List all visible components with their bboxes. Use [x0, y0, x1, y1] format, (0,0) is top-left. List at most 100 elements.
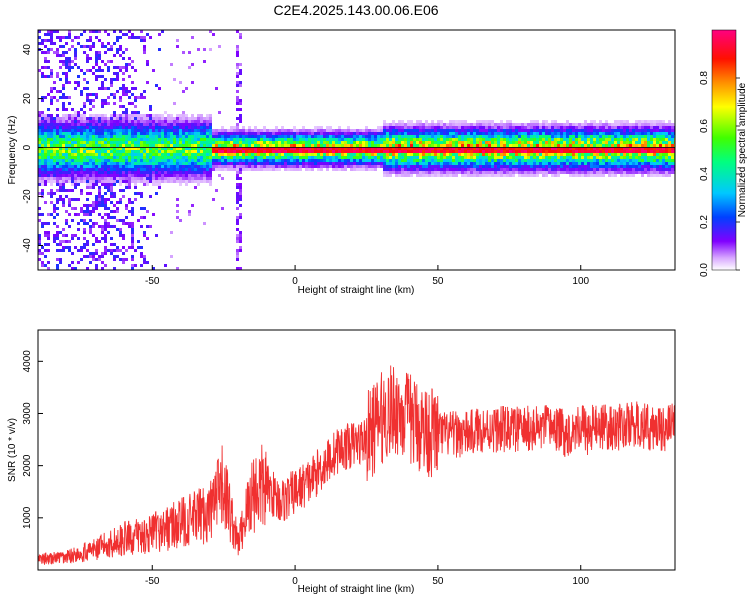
- heatmap-cell: [260, 138, 263, 141]
- heatmap-cell: [395, 129, 398, 132]
- heatmap-cell: [368, 168, 371, 171]
- heatmap-cell: [344, 141, 347, 144]
- heatmap-cell: [188, 132, 191, 135]
- heatmap-cell: [404, 144, 407, 147]
- heatmap-cell: [140, 126, 143, 129]
- heatmap-cell: [548, 138, 551, 141]
- heatmap-cell: [539, 150, 542, 153]
- heatmap-cell: [53, 81, 56, 84]
- heatmap-cell: [548, 132, 551, 135]
- heatmap-cell: [422, 126, 425, 129]
- heatmap-cell: [614, 120, 617, 123]
- heatmap-cell: [551, 147, 554, 150]
- heatmap-cell: [71, 66, 74, 69]
- heatmap-cell: [437, 162, 440, 165]
- heatmap-cell: [50, 99, 53, 102]
- heatmap-cell: [335, 135, 338, 138]
- heatmap-cell: [389, 168, 392, 171]
- heatmap-cell: [164, 162, 167, 165]
- heatmap-cell: [74, 183, 77, 186]
- heatmap-cell: [629, 144, 632, 147]
- heatmap-cell: [242, 162, 245, 165]
- heatmap-cell: [638, 153, 641, 156]
- heatmap-cell: [512, 153, 515, 156]
- heatmap-cell: [503, 144, 506, 147]
- heatmap-cell: [113, 159, 116, 162]
- heatmap-cell: [602, 135, 605, 138]
- heatmap-cell: [620, 126, 623, 129]
- heatmap-cell: [197, 171, 200, 174]
- heatmap-cell: [509, 132, 512, 135]
- heatmap-cell: [212, 135, 215, 138]
- heatmap-cell: [236, 168, 239, 171]
- heatmap-cell: [404, 162, 407, 165]
- heatmap-cell: [185, 138, 188, 141]
- heatmap-cell: [221, 135, 224, 138]
- heatmap-cell: [635, 162, 638, 165]
- heatmap-cell: [551, 156, 554, 159]
- heatmap-cell: [407, 129, 410, 132]
- heatmap-cell: [224, 138, 227, 141]
- heatmap-cell: [584, 135, 587, 138]
- heatmap-cell: [482, 168, 485, 171]
- heatmap-cell: [563, 141, 566, 144]
- heatmap-cell: [83, 159, 86, 162]
- heatmap-cell: [566, 126, 569, 129]
- heatmap-cell: [197, 141, 200, 144]
- heatmap-cell: [74, 234, 77, 237]
- heatmap-cell: [419, 135, 422, 138]
- heatmap-cell: [56, 120, 59, 123]
- heatmap-cell: [629, 147, 632, 150]
- heatmap-cell: [89, 204, 92, 207]
- heatmap-cell: [620, 150, 623, 153]
- heatmap-cell: [368, 129, 371, 132]
- heatmap-cell: [89, 150, 92, 153]
- heatmap-cell: [110, 195, 113, 198]
- heatmap-cell: [206, 138, 209, 141]
- heatmap-cell: [629, 156, 632, 159]
- heatmap-cell: [599, 153, 602, 156]
- heatmap-cell: [119, 249, 122, 252]
- heatmap-cell: [89, 252, 92, 255]
- heatmap-cell: [86, 267, 89, 270]
- heatmap-cell: [599, 165, 602, 168]
- heatmap-cell: [107, 96, 110, 99]
- heatmap-cell: [47, 138, 50, 141]
- heatmap-cell: [542, 138, 545, 141]
- heatmap-cell: [494, 129, 497, 132]
- heatmap-cell: [377, 159, 380, 162]
- heatmap-cell: [386, 135, 389, 138]
- heatmap-cell: [602, 150, 605, 153]
- heatmap-cell: [101, 117, 104, 120]
- heatmap-cell: [281, 162, 284, 165]
- heatmap-cell: [179, 177, 182, 180]
- heatmap-cell: [53, 168, 56, 171]
- heatmap-cell: [62, 102, 65, 105]
- heatmap-cell: [263, 156, 266, 159]
- heatmap-cell: [239, 150, 242, 153]
- heatmap-cell: [74, 162, 77, 165]
- heatmap-cell: [545, 150, 548, 153]
- heatmap-cell: [566, 156, 569, 159]
- heatmap-cell: [638, 159, 641, 162]
- heatmap-cell: [239, 99, 242, 102]
- heatmap-cell: [602, 129, 605, 132]
- heatmap-cell: [275, 162, 278, 165]
- heatmap-cell: [215, 162, 218, 165]
- heatmap-cell: [155, 180, 158, 183]
- heatmap-cell: [47, 180, 50, 183]
- heatmap-cell: [203, 141, 206, 144]
- heatmap-cell: [155, 135, 158, 138]
- heatmap-cell: [470, 129, 473, 132]
- heatmap-cell: [590, 162, 593, 165]
- heatmap-cell: [362, 153, 365, 156]
- heatmap-cell: [239, 81, 242, 84]
- heatmap-cell: [47, 168, 50, 171]
- heatmap-cell: [596, 171, 599, 174]
- heatmap-cell: [500, 159, 503, 162]
- heatmap-cell: [179, 219, 182, 222]
- snr-x-label: Height of straight line (km): [298, 584, 415, 595]
- heatmap-cell: [557, 138, 560, 141]
- heatmap-cell: [236, 147, 239, 150]
- heatmap-cell: [527, 174, 530, 177]
